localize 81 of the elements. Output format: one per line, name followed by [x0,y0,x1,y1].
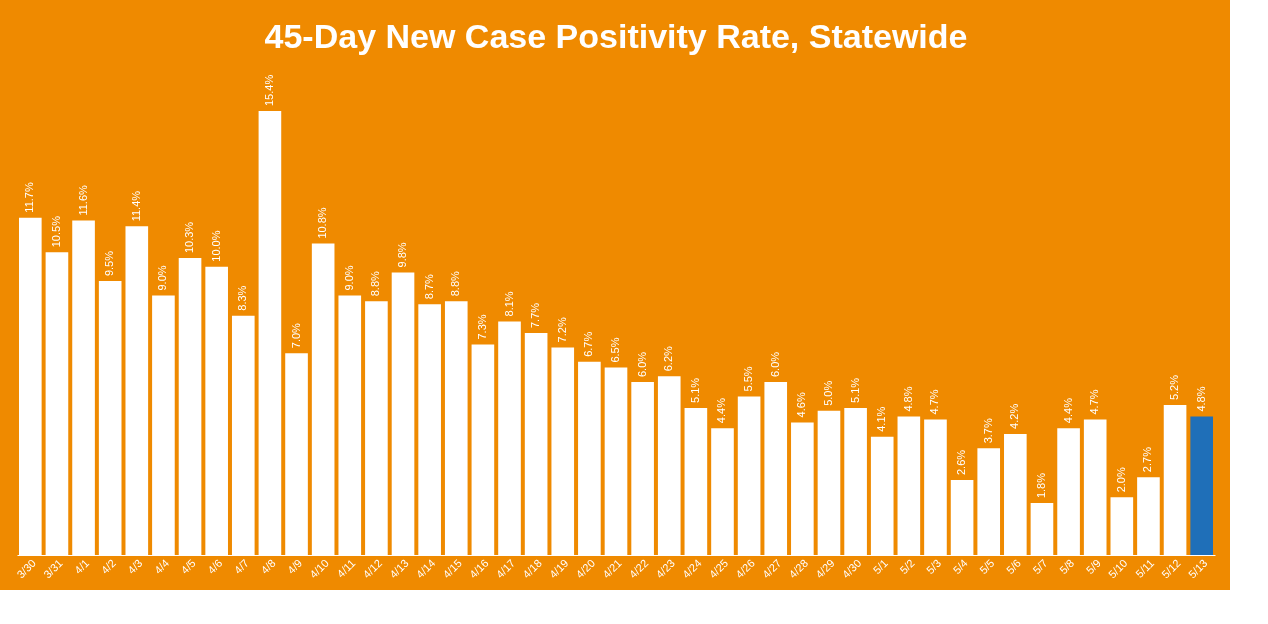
data-label: 10.5% [49,215,62,248]
data-label: 5.0% [821,380,834,406]
x-tick-label: 4/20 [573,556,598,581]
x-tick-label: 4/28 [786,556,811,581]
data-label: 5.1% [688,377,701,403]
x-tick-label: 5/13 [1185,556,1210,581]
x-tick-label: 4/4 [151,556,172,577]
x-tick-label: 4/6 [205,556,225,577]
data-label: 4.4% [715,397,728,424]
x-tick-label: 5/2 [897,556,917,577]
data-label: 11.7% [23,182,36,213]
x-tick-label: 4/8 [258,556,278,577]
x-tick-label: 4/19 [546,556,571,581]
data-label: 15.4% [262,74,275,106]
data-label: 1.8% [1034,472,1047,499]
data-label: 10.3% [183,221,196,254]
data-label: 7.0% [289,322,302,349]
x-tick-label: 4/9 [285,556,305,577]
x-tick-label: 4/21 [600,556,624,581]
data-label: 10.0% [209,230,222,262]
data-label: 4.7% [1088,389,1101,415]
x-tick-label: 5/7 [1030,556,1050,577]
data-label: 7.7% [529,302,542,328]
data-label: 3.7% [981,418,994,444]
data-label: 5.2% [1168,374,1181,401]
x-tick-label: 4/29 [813,556,837,581]
data-label: 8.3% [236,285,249,311]
x-tick-label: 4/3 [125,556,145,577]
data-label: 6.2% [662,345,675,372]
x-tick-label: 5/9 [1083,556,1103,577]
data-label: 10.8% [316,207,329,239]
x-tick-label: 4/5 [178,556,198,577]
data-label: 4.1% [875,406,888,432]
data-label: 9.8% [396,242,409,268]
x-tick-label: 4/10 [307,556,331,581]
x-tick-label: 5/3 [923,556,944,577]
data-label: 8.8% [369,270,382,297]
data-label: 4.8% [901,386,914,412]
x-tick-label: 3/31 [41,556,65,581]
data-label: 5.5% [742,366,755,392]
data-label: 11.4% [129,190,142,222]
data-label: 8.8% [449,270,462,297]
data-label: 2.7% [1141,446,1154,473]
x-tick-label: 4/24 [680,556,704,581]
x-tick-label: 5/1 [870,556,890,577]
x-tick-label: 4/30 [839,556,864,581]
x-tick-label: 5/10 [1105,556,1130,581]
data-label: 9.0% [156,265,169,291]
x-tick-label: 5/8 [1057,556,1077,577]
data-label: 4.4% [1061,397,1074,424]
x-tick-label: 5/5 [977,556,997,577]
x-tick-label: 4/2 [98,556,118,577]
x-tick-label: 4/22 [626,556,651,581]
data-label: 6.5% [609,337,621,363]
x-tick-label: 4/7 [231,556,252,577]
data-label: 4.2% [1008,403,1021,429]
data-label: 9.5% [103,250,116,277]
data-label: 2.0% [1114,467,1127,493]
data-label: 6.0% [635,351,648,378]
data-label: 4.6% [795,392,808,418]
data-label: 7.2% [555,317,568,343]
x-tick-label: 4/1 [72,556,92,577]
data-label: 5.1% [848,377,861,403]
data-label: 9.0% [342,265,355,291]
chart-title: 45-Day New Case Positivity Rate, Statewide [264,16,968,55]
x-tick-label: 5/4 [950,556,970,577]
x-tick-label: 4/11 [334,556,358,580]
x-tick-label: 4/12 [360,556,385,581]
data-label: 7.3% [475,314,488,340]
data-label: 11.6% [76,184,89,216]
data-label: 8.1% [502,291,515,317]
x-tick-label: 3/30 [14,556,39,581]
x-tick-label: 5/6 [1003,556,1024,577]
data-label: 6.0% [768,351,781,378]
data-label: 4.7% [928,389,941,415]
x-tick-label: 5/11 [1133,556,1157,580]
data-label: 6.7% [582,331,595,357]
data-label: 4.8% [1194,386,1207,412]
data-label: 2.6% [955,449,968,476]
data-label: 8.7% [422,273,435,300]
bar [1190,416,1213,555]
